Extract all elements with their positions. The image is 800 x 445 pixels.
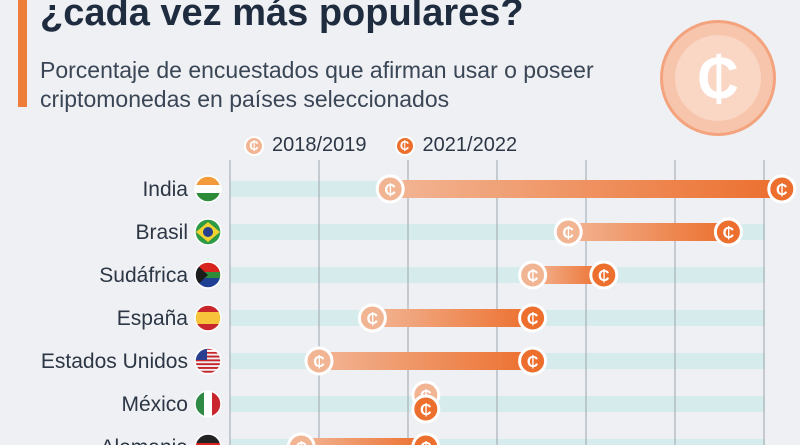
crypto-coin-icon: ₵ xyxy=(244,135,264,156)
connector-bar xyxy=(301,438,426,445)
crypto-coin-icon: ₵ xyxy=(367,311,379,328)
legend-label-2022: 2021/2022 xyxy=(422,134,518,156)
connector-bar xyxy=(372,309,533,327)
legend-item-2022: ₵ 2021/2022 xyxy=(394,134,518,157)
row-label: España xyxy=(117,307,189,330)
crypto-coin-icon: ₵ xyxy=(723,225,735,242)
legend: ₵ 2018/2019 ₵ 2021/2022 xyxy=(244,134,517,157)
point-2022 xyxy=(767,174,797,204)
legend-item-2018: ₵ 2018/2019 xyxy=(244,134,367,157)
point-2018 xyxy=(518,260,548,290)
cent-sign-icon: ₵ xyxy=(675,35,761,121)
point-2022 xyxy=(411,394,441,424)
crypto-coin-icon: ₵ xyxy=(313,354,325,371)
legend-label-2018: 2018/2019 xyxy=(272,134,367,156)
connector-bar xyxy=(532,266,604,284)
germany-flag-icon xyxy=(195,434,221,445)
row-label: India xyxy=(142,178,188,201)
point-2022 xyxy=(713,217,743,247)
point-2018 xyxy=(304,346,334,376)
point-2018 xyxy=(553,217,583,247)
chart-title: ¿cada vez más populares? xyxy=(40,0,524,34)
row-label: Estados Unidos xyxy=(41,350,188,373)
spain-flag-icon xyxy=(195,305,221,331)
row-label: Alemania xyxy=(100,436,188,445)
crypto-coin-icon: ₵ xyxy=(420,402,432,419)
row-label: Brasil xyxy=(135,221,188,244)
point-2018 xyxy=(357,303,387,333)
crypto-coin-icon: ₵ xyxy=(598,268,610,285)
dumbbell-chart: India ₵ ₵ Brasil ₵ ₵ Sudáfrica ₵ ₵ España ₵ ₵ Estado… xyxy=(41,160,797,445)
crypto-coin-icon: ₵ xyxy=(527,311,539,328)
chart-subtitle: Porcentaje de encuestados que afirman us… xyxy=(40,57,594,112)
crypto-coin-icon: ₵ xyxy=(384,182,396,199)
crypto-coin-icon: ₵ xyxy=(394,135,415,156)
flag-outline xyxy=(194,433,222,445)
crypto-coin-icon: ₵ xyxy=(420,440,432,445)
accent-bar xyxy=(18,0,27,107)
south-africa-flag-icon xyxy=(195,262,221,288)
flag-outline xyxy=(194,175,222,203)
point-2018 xyxy=(286,432,316,445)
flag-outline xyxy=(194,347,222,375)
connector-bar xyxy=(319,352,533,370)
flag-outline xyxy=(194,304,222,332)
row-label: Sudáfrica xyxy=(99,264,188,287)
point-2022 xyxy=(518,346,548,376)
mexico-flag-icon xyxy=(195,391,221,417)
flag-outline xyxy=(194,218,222,246)
india-flag-icon xyxy=(195,176,221,202)
crypto-coin-logo-icon: ₵ xyxy=(660,20,776,136)
crypto-coin-icon: ₵ xyxy=(562,225,574,242)
flag-outline xyxy=(194,261,222,289)
point-2018 xyxy=(375,174,405,204)
connector-bar xyxy=(568,223,729,241)
crypto-coin-icon: ₵ xyxy=(527,268,539,285)
usa-flag-icon xyxy=(195,348,221,373)
flag-outline xyxy=(194,390,222,418)
connector-bar xyxy=(390,180,782,198)
crypto-coin-icon: ₵ xyxy=(295,440,307,445)
point-2022 xyxy=(411,432,441,445)
crypto-coin-icon: ₵ xyxy=(776,182,788,199)
point-2022 xyxy=(518,303,548,333)
point-2022 xyxy=(589,260,619,290)
row-label: México xyxy=(121,393,188,416)
crypto-coin-icon: ₵ xyxy=(527,354,539,371)
